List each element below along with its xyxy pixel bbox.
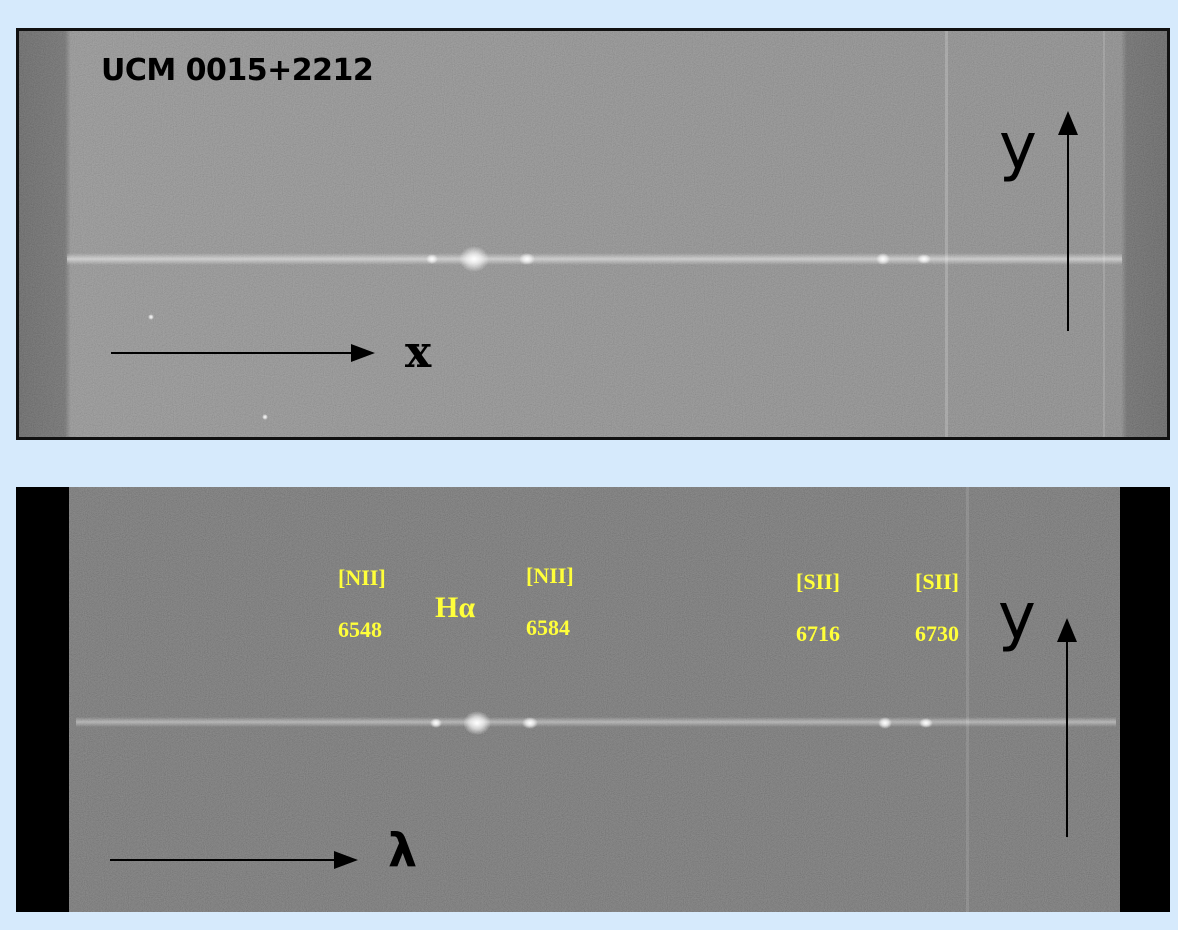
- x-axis-arrow: [111, 111, 1078, 362]
- spectrum-panel: [NII] 6548 Hα [NII] 6584 [SII] 6716 [SII…: [16, 487, 1170, 912]
- y-axis-label-top: y: [999, 110, 1037, 184]
- line-label-sii-6730: [SII] 6730: [915, 569, 960, 646]
- line-label-nii-6548: [NII] 6548: [338, 565, 386, 642]
- direct-image: [19, 31, 1167, 437]
- object-name: UCM 0015+2212: [101, 53, 374, 88]
- wavelength-axis-label: λ: [388, 823, 418, 877]
- y-axis-label-bottom: y: [998, 580, 1036, 654]
- line-label-sii-6716: [SII] 6716: [796, 569, 841, 646]
- x-axis-label: x: [405, 327, 432, 378]
- line-label-halpha: Hα: [435, 591, 476, 624]
- spectrum-image: [16, 487, 1170, 912]
- direct-image-panel: UCM 0015+2212 x y: [16, 28, 1170, 440]
- line-label-nii-6584: [NII] 6584: [526, 563, 574, 640]
